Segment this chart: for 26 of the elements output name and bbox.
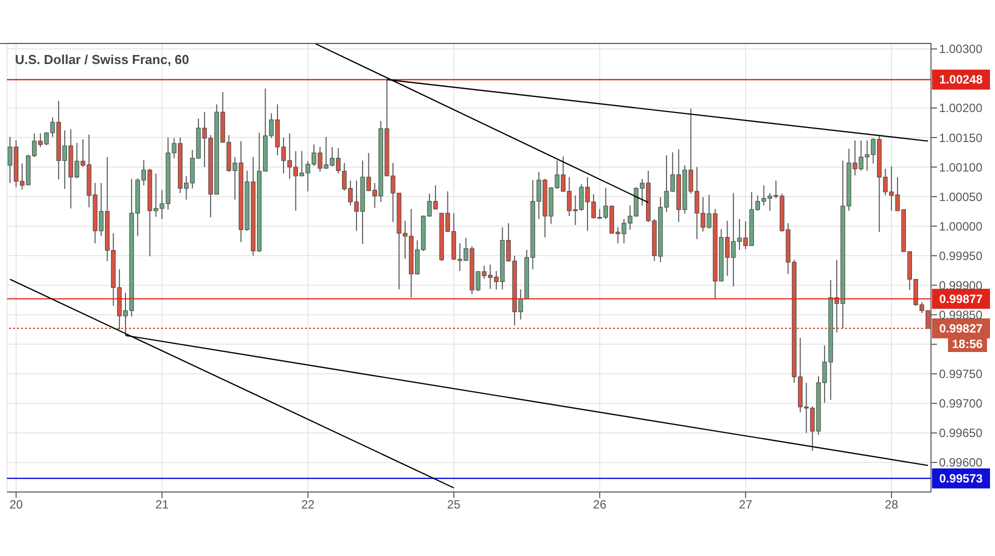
y-tick-label: 1.00100 <box>939 160 983 174</box>
y-tick-label: 0.99950 <box>939 248 983 263</box>
x-tick-label: 21 <box>155 498 170 512</box>
ref-line-label: 0.99877 <box>939 292 984 306</box>
y-tick-label: 0.99900 <box>939 278 983 292</box>
y-tick-label: 0.99700 <box>939 396 983 411</box>
x-tick-label: 22 <box>301 498 315 512</box>
x-tick-label: 25 <box>447 498 461 512</box>
y-tick-label: 0.99750 <box>939 367 983 382</box>
ref-line-label: 0.99573 <box>939 471 984 486</box>
x-tick-label: 20 <box>9 498 24 512</box>
text: 18:56 <box>948 336 987 352</box>
y-tick-label: 1.00300 <box>939 42 983 56</box>
y-tick-label: 1.00050 <box>939 190 983 204</box>
x-tick-label: 26 <box>593 498 607 512</box>
x-tick-label: 28 <box>884 498 898 512</box>
y-tick-label: 1.00200 <box>939 101 983 116</box>
text: U.S. Dollar / Swiss Franc, 60 <box>15 52 190 67</box>
x-tick-label: 27 <box>738 498 753 512</box>
y-tick-label: 1.00150 <box>939 130 983 145</box>
y-tick-label: 0.99650 <box>939 426 983 440</box>
ref-line-label: 1.00248 <box>939 72 984 87</box>
y-tick-label: 0.99600 <box>939 456 983 470</box>
ref-line-label: 0.99827 <box>939 321 984 336</box>
y-tick-label: 0.99850 <box>939 308 983 322</box>
y-tick-label: 1.00000 <box>939 219 983 234</box>
